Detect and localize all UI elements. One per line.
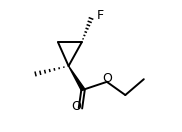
Text: O: O	[103, 72, 112, 85]
Polygon shape	[69, 66, 85, 91]
Text: F: F	[96, 9, 103, 22]
Text: O: O	[72, 100, 81, 113]
